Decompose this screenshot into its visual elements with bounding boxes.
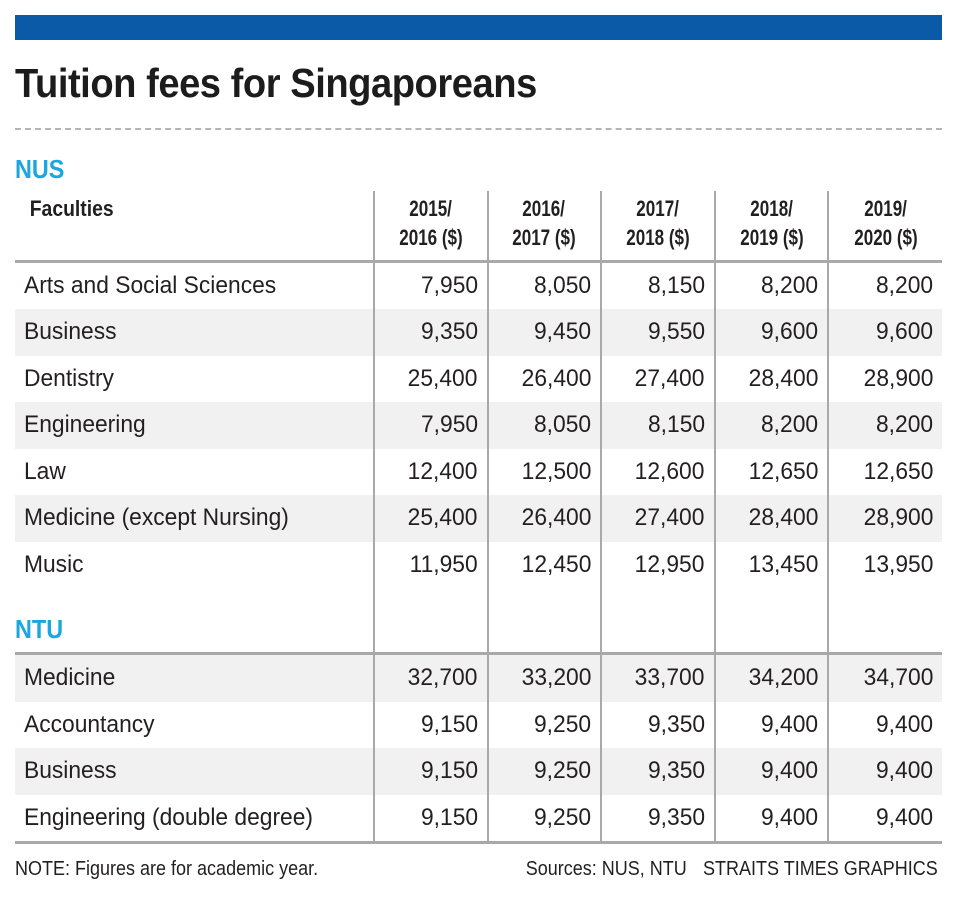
fee-cell: 9,400 [713,701,829,748]
table-row: Engineering 7,950 8,050 8,150 8,200 8,200 [15,402,942,449]
fee-cell: 27,400 [600,495,715,542]
column-header-2017-2018: 2017/2018 ($) [600,191,715,263]
table-row: Arts and Social Sciences 7,950 8,050 8,150 8… [15,261,942,309]
fee-cell: 9,350 [600,748,715,795]
fee-cell: 9,250 [486,794,602,844]
table-row: Business 9,150 9,250 9,350 9,400 9,400 [15,748,942,795]
faculty-name: Dentistry [24,364,114,392]
fee-cell: 28,400 [713,495,829,542]
faculty-name: Music [24,550,84,578]
fee-cell: 9,150 [373,794,488,844]
fee-cell: 26,400 [486,355,602,402]
faculty-name: Engineering (double degree) [15,794,374,844]
fee-cell: 8,200 [713,402,829,449]
fee-cell: 9,400 [827,748,942,795]
section-label-nus: NUS [15,154,65,184]
faculty-name: Engineering [15,402,374,449]
column-header-faculties: Faculties [15,191,374,263]
fee-cell: 12,950 [600,541,715,588]
fee-cell: 9,250 [486,748,602,795]
faculty-name: Arts and Social Sciences [24,271,277,299]
sources-text: Sources: NUS, NTU [526,858,688,880]
table-row: Music 11,950 12,450 12,950 13,450 13,950 [15,541,942,588]
footnote: NOTE: Figures are for academic year. [15,858,319,880]
table-row: Medicine (except Nursing) 25,400 26,400 27,… [15,495,942,542]
fee-cell: 27,400 [600,355,715,402]
fee-cell: 9,250 [486,701,602,748]
fee-cell: 12,650 [713,448,829,495]
fee-cell: 9,150 [373,748,488,795]
dashed-divider [15,128,942,130]
table-row: Accountancy 9,150 9,250 9,350 9,400 9,400 [15,701,942,748]
fee-cell: 8,050 [486,261,602,309]
graphics-credit: STRAITS TIMES GRAPHICS [703,858,938,880]
tuition-fees-table: Faculties 2015/2016 ($) 2016/2017 ($) 20… [15,191,942,844]
fee-cell: 25,400 [373,495,488,542]
source-credit: Sources: NUS, NTU STRAITS TIMES GRAPHICS [526,858,938,881]
fee-cell: 12,400 [373,448,488,495]
fee-cell: 9,600 [827,309,942,356]
faculty-name: Business [15,309,374,356]
fee-cell: 9,350 [600,794,715,844]
header-color-bar [15,15,942,40]
table-row: Engineering (double degree) 9,150 9,250 9,3… [15,794,942,844]
page-title: Tuition fees for Singaporeans [15,60,537,106]
table-row: Law 12,400 12,500 12,600 12,650 12,650 [15,448,942,495]
fee-cell: 9,350 [600,701,715,748]
fee-cell: 9,400 [713,794,829,844]
table-row: Dentistry 25,400 26,400 27,400 28,400 28,900 [15,355,942,402]
fee-cell: 12,450 [486,541,602,588]
fee-cell: 9,400 [827,701,942,748]
faculty-name: Accountancy [24,710,155,738]
fee-cell: 9,400 [713,748,829,795]
fee-cell: 9,150 [373,701,488,748]
ntu-section-spacer-row [15,588,942,655]
fee-cell: 9,350 [373,309,488,356]
fee-cell: 9,450 [486,309,602,356]
table-row: Medicine 32,700 33,200 33,700 34,200 34,700 [15,653,942,702]
fee-cell: 8,050 [486,402,602,449]
fee-cell: 7,950 [373,261,488,309]
fee-cell: 9,600 [713,309,829,356]
fee-cell: 13,950 [827,541,942,588]
fee-cell: 33,200 [486,653,602,702]
fee-cell: 26,400 [486,495,602,542]
fee-cell: 25,400 [373,355,488,402]
fee-cell: 13,450 [713,541,829,588]
fee-cell: 12,600 [600,448,715,495]
fee-cell: 9,550 [600,309,715,356]
fee-cell: 28,900 [827,495,942,542]
fee-cell: 32,700 [373,653,488,702]
fee-cell: 12,500 [486,448,602,495]
faculty-name: Law [24,457,66,485]
fee-cell: 8,150 [600,261,715,309]
table-row: Business 9,350 9,450 9,550 9,600 9,600 [15,309,942,356]
fee-cell: 9,400 [827,794,942,844]
faculty-name: Business [15,748,374,795]
fee-cell: 8,200 [713,261,829,309]
column-header-2019-2020: 2019/2020 ($) [827,191,942,263]
fee-cell: 7,950 [373,402,488,449]
fee-cell: 33,700 [600,653,715,702]
column-header-2015-2016: 2015/2016 ($) [373,191,488,263]
faculty-name: Medicine (except Nursing) [15,495,374,542]
fee-cell: 8,200 [827,402,942,449]
column-header-2018-2019: 2018/2019 ($) [713,191,829,263]
fee-cell: 8,200 [827,261,942,309]
fee-cell: 28,400 [713,355,829,402]
fee-cell: 34,700 [827,653,942,702]
fee-cell: 12,650 [827,448,942,495]
fee-cell: 34,200 [713,653,829,702]
column-header-2016-2017: 2016/2017 ($) [486,191,602,263]
fee-cell: 28,900 [827,355,942,402]
table-header-row: Faculties 2015/2016 ($) 2016/2017 ($) 20… [15,191,942,263]
faculty-name: Medicine [15,653,374,702]
fee-cell: 8,150 [600,402,715,449]
fee-cell: 11,950 [373,541,488,588]
